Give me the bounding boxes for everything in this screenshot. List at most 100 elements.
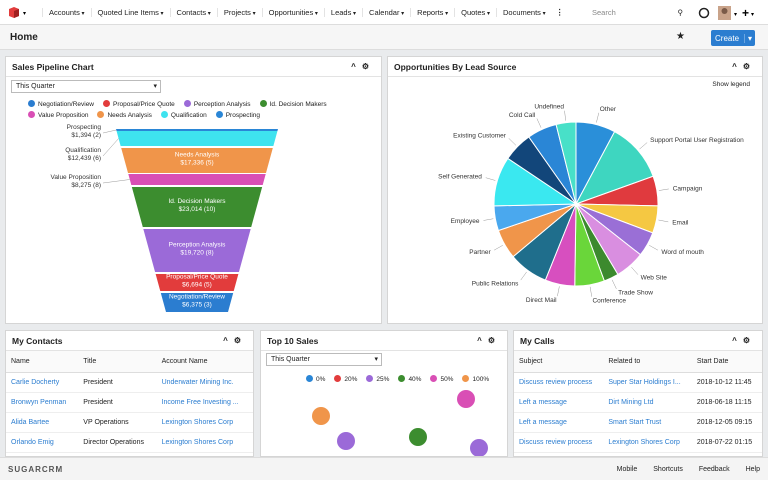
user-tools[interactable]: ▾ + ▾ bbox=[698, 5, 758, 21]
footer-link[interactable]: Mobile bbox=[616, 465, 638, 473]
legend-item[interactable]: 25% bbox=[366, 375, 389, 383]
record-link[interactable]: Super Star Holdings I... bbox=[608, 378, 681, 386]
dashlet-controls[interactable]: ^⚙ bbox=[732, 62, 756, 71]
search-box[interactable]: Search ⚲ bbox=[592, 5, 688, 20]
dashlet-controls[interactable]: ^⚙ bbox=[223, 336, 247, 345]
table-cell: Smart Start Trust bbox=[603, 412, 692, 433]
leader-line bbox=[658, 188, 669, 191]
legend-item[interactable]: 100% bbox=[462, 375, 489, 383]
create-button[interactable]: Create ▾ bbox=[711, 30, 755, 46]
favorite-star[interactable]: ★ bbox=[676, 31, 685, 42]
funnel-segment bbox=[128, 174, 266, 185]
record-link[interactable]: Lexington Shores Corp bbox=[161, 438, 234, 446]
stage-amount: $1,394 (2) bbox=[71, 132, 101, 139]
dashlet-header: Top 10 Sales ^⚙ bbox=[261, 331, 507, 351]
record-link[interactable]: Underwater Mining Inc. bbox=[161, 378, 234, 386]
nav-items: AccountsQuoted Line ItemsContactsProject… bbox=[42, 7, 552, 17]
funnel-segment bbox=[155, 274, 239, 291]
record-link[interactable]: Discuss review process bbox=[519, 438, 593, 446]
create-caret: ▾ bbox=[743, 34, 752, 43]
slice-label: Existing Customer bbox=[453, 133, 507, 140]
filter-select[interactable]: This Quarter bbox=[11, 80, 161, 93]
show-legend[interactable]: Show legend bbox=[712, 81, 750, 88]
dashlet-controls[interactable]: ^⚙ bbox=[732, 336, 756, 345]
dashlet-header: Sales Pipeline Chart ^⚙ bbox=[6, 57, 381, 77]
more-menu[interactable]: ⋮ bbox=[555, 7, 564, 17]
cell-text: President bbox=[83, 378, 113, 386]
record-link[interactable]: Orlando Emig bbox=[11, 438, 54, 446]
leader-line bbox=[483, 218, 494, 221]
leader-line bbox=[589, 286, 593, 297]
legend-item[interactable]: 20% bbox=[334, 375, 357, 383]
table-row: Alida Bartee VP Operations Lexington Shore… bbox=[6, 412, 253, 433]
nav-item[interactable]: Projects bbox=[216, 7, 262, 17]
legend-item[interactable]: Qualification bbox=[161, 111, 207, 119]
slice-label: Employee bbox=[451, 218, 480, 225]
nav-item[interactable]: Leads bbox=[323, 7, 362, 17]
column-header[interactable]: Title bbox=[78, 351, 157, 373]
record-link[interactable]: Income Free Investing ... bbox=[161, 398, 239, 406]
legend-item[interactable]: Proposal/Price Quote bbox=[103, 100, 175, 108]
legend-item[interactable]: Needs Analysis bbox=[97, 111, 151, 119]
nav-item[interactable]: Reports bbox=[410, 7, 454, 17]
top-sales-dashlet: Top 10 Sales ^⚙ This Quarter 0% 20% 25% 40% 5… bbox=[260, 330, 508, 457]
column-header[interactable]: Start Date bbox=[691, 351, 762, 373]
record-link[interactable]: Smart Start Trust bbox=[608, 418, 662, 426]
nav-item[interactable]: Calendar bbox=[362, 7, 410, 17]
nav-item[interactable]: Opportunities bbox=[261, 7, 324, 17]
top-sales-legend: 0% 20% 25% 40% 50% 100% bbox=[306, 375, 506, 383]
record-link[interactable]: Discuss review process bbox=[519, 378, 593, 386]
footer-link[interactable]: Shortcuts bbox=[653, 465, 683, 473]
table-cell: President bbox=[78, 372, 157, 393]
record-link[interactable]: Alida Bartee bbox=[11, 418, 50, 426]
record-link[interactable]: Left a message bbox=[519, 398, 567, 406]
funnel-segment bbox=[116, 131, 278, 146]
table-cell: Discuss review process bbox=[514, 432, 604, 453]
legend-item[interactable]: 50% bbox=[430, 375, 453, 383]
nav-item[interactable]: Quoted Line Items bbox=[90, 7, 170, 17]
record-link[interactable]: Left a message bbox=[519, 418, 567, 426]
logo-cube: ▾ bbox=[9, 7, 26, 18]
record-link[interactable]: Carlie Docherty bbox=[11, 378, 60, 386]
footer-link[interactable]: Help bbox=[745, 465, 760, 473]
funnel-segment bbox=[160, 293, 234, 312]
column-header[interactable]: Account Name bbox=[156, 351, 253, 373]
filter-select[interactable]: This Quarter bbox=[266, 353, 382, 366]
nav-item[interactable]: Quotes bbox=[454, 7, 496, 17]
column-header[interactable]: Related to bbox=[603, 351, 692, 373]
legend-item[interactable]: Prospecting bbox=[216, 111, 260, 119]
legend-item[interactable]: 0% bbox=[306, 375, 325, 383]
legend-item[interactable]: Perception Analysis bbox=[184, 100, 251, 108]
table-cell: 2018-06-18 11:15 bbox=[691, 392, 762, 413]
footer-link[interactable]: Feedback bbox=[698, 465, 730, 473]
dashlet-controls[interactable]: ^⚙ bbox=[477, 336, 501, 345]
legend-item[interactable]: Value Proposition bbox=[28, 111, 88, 119]
nav-item[interactable]: Accounts bbox=[42, 7, 91, 17]
pipeline-dashlet: Sales Pipeline Chart ^⚙ This Quarter Nego… bbox=[5, 56, 382, 324]
slice-label: Undefined bbox=[534, 104, 564, 111]
legend-item[interactable]: Id. Decision Makers bbox=[260, 100, 327, 108]
slice-label: Public Relations bbox=[472, 280, 519, 287]
legend-item[interactable]: Negotiation/Review bbox=[28, 100, 94, 108]
column-header[interactable]: Subject bbox=[514, 351, 604, 373]
leader-line bbox=[485, 177, 496, 181]
record-link[interactable]: Lexington Shores Corp bbox=[608, 438, 680, 446]
bubble bbox=[409, 428, 427, 446]
cell-text: 2018-07-22 01:15 bbox=[696, 438, 753, 446]
slice-label: Direct Mail bbox=[526, 297, 557, 304]
pie-slice[interactable] bbox=[555, 121, 577, 205]
record-link[interactable]: Dirt Mining Ltd bbox=[608, 398, 654, 406]
dashlet-controls[interactable]: ^⚙ bbox=[351, 62, 375, 71]
cell-text: Director Operations bbox=[83, 438, 144, 446]
legend-item[interactable]: 40% bbox=[398, 375, 421, 383]
record-link[interactable]: Lexington Shores Corp bbox=[161, 418, 234, 426]
column-header[interactable]: Name bbox=[6, 351, 79, 373]
record-link[interactable]: Bronwyn Penman bbox=[11, 398, 67, 406]
contacts-table: Name Title Account Name Carlie Docherty Pres… bbox=[6, 351, 253, 453]
nav-item[interactable]: Contacts bbox=[169, 7, 217, 17]
nav-item[interactable]: Documents bbox=[495, 7, 552, 17]
dashlet-header: My Contacts ^⚙ bbox=[6, 331, 253, 351]
slice-label: Trade Show bbox=[618, 289, 653, 296]
slice-label: Cold Call bbox=[509, 112, 536, 119]
header-row: Subject Related to Start Date bbox=[514, 351, 762, 373]
